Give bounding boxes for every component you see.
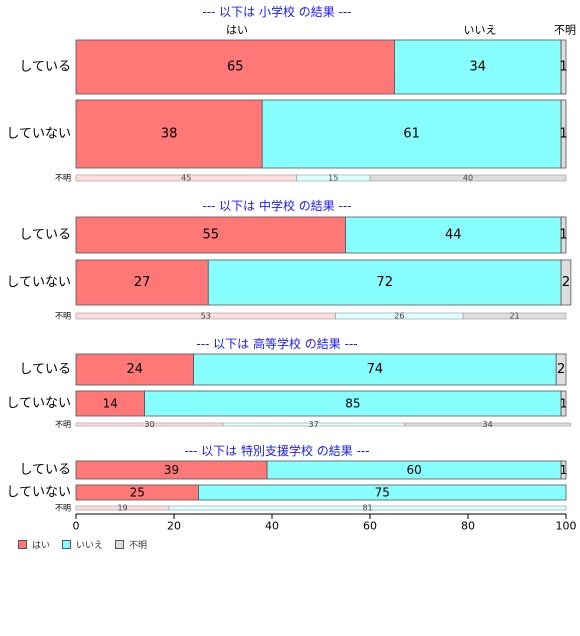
unknown-segment-unknown	[369, 174, 567, 182]
data-label: 38	[161, 127, 178, 142]
group-title: --- 以下は 特別支援学校 の結果 ---	[184, 443, 369, 458]
legend-item-yes: はい	[18, 538, 50, 551]
data-label: 55	[202, 228, 219, 243]
bar-segment-unknown	[555, 353, 567, 386]
x-tick-label: 80	[461, 520, 475, 533]
bar-segment-unknown	[560, 460, 567, 480]
x-tick-label: 100	[556, 520, 577, 533]
unknown-data-label: 45	[181, 174, 191, 183]
data-label: 2	[557, 362, 565, 377]
bar-segment-no	[261, 99, 562, 169]
bar-segment-no	[394, 39, 562, 95]
data-label: 14	[103, 397, 118, 411]
unknown-data-label: 53	[201, 312, 211, 321]
row-label: していない	[6, 275, 71, 290]
data-label: 1	[559, 60, 567, 75]
bar-segment-unknown	[560, 390, 567, 417]
data-label: 72	[376, 275, 393, 290]
bar-segment-yes	[75, 353, 194, 386]
row-label: している	[19, 228, 71, 243]
unknown-data-label: 15	[328, 174, 338, 183]
row-label: していない	[6, 485, 71, 500]
legend-label-yes: はい	[32, 541, 51, 551]
bar-segment-yes	[75, 259, 209, 306]
unknown-data-label: 30	[144, 420, 154, 429]
unknown-data-label: 40	[463, 174, 473, 183]
data-label: 34	[470, 60, 487, 75]
legend-label-no: いいえ	[76, 541, 104, 551]
group-title: --- 以下は 高等学校 の結果 ---	[196, 336, 357, 351]
data-label: 44	[445, 228, 462, 243]
unknown-row-label: 不明	[55, 504, 71, 513]
data-label: 61	[403, 127, 420, 142]
unknown-segment-unknown	[462, 312, 567, 320]
unknown-segment-no	[168, 505, 567, 511]
bar-segment-unknown	[560, 99, 567, 169]
row-label: している	[19, 463, 71, 478]
row-label: している	[19, 60, 71, 75]
data-label: 2	[562, 275, 570, 290]
top-label-no: いいえ	[464, 24, 497, 37]
legend: はい いいえ 不明	[18, 538, 147, 551]
x-tick-label: 60	[363, 520, 377, 533]
data-label: 65	[227, 60, 244, 75]
bar-segment-unknown	[560, 39, 567, 95]
data-label: 24	[127, 362, 144, 377]
unknown-data-label: 26	[394, 312, 404, 321]
legend-label-unknown: 不明	[129, 541, 148, 551]
legend-item-no: いいえ	[62, 538, 103, 551]
bar-segment-yes	[75, 216, 346, 254]
bar-segment-yes	[75, 39, 395, 95]
bar-segment-no	[207, 259, 562, 306]
bar-segment-no	[193, 353, 557, 386]
unknown-data-label: 19	[117, 504, 127, 513]
unknown-row-label: 不明	[55, 420, 71, 429]
x-tick-label: 0	[73, 520, 80, 533]
bar-segment-unknown	[560, 216, 567, 254]
group-title: --- 以下は 小学校 の結果 ---	[202, 4, 351, 19]
row-label: していない	[6, 396, 71, 411]
legend-swatch-unknown	[115, 540, 125, 549]
data-label: 25	[130, 486, 145, 500]
bar-segment-no	[198, 484, 567, 501]
unknown-data-label: 21	[509, 312, 519, 321]
data-label: 1	[559, 228, 567, 243]
unknown-row-label: 不明	[55, 312, 71, 321]
bar-segment-yes	[75, 390, 145, 417]
legend-swatch-yes	[18, 540, 27, 549]
data-label: 39	[164, 463, 179, 477]
unknown-data-label: 81	[362, 504, 372, 513]
row-label: していない	[6, 127, 71, 142]
data-label: 1	[559, 127, 567, 142]
bar-segment-yes	[75, 99, 263, 169]
row-label: している	[19, 362, 71, 377]
data-label: 60	[406, 463, 421, 477]
unknown-data-label: 37	[309, 420, 319, 429]
group-title: --- 以下は 中学校 の結果 ---	[202, 198, 351, 213]
bar-segment-no	[144, 390, 562, 417]
bar-segment-no	[345, 216, 562, 254]
data-label: 85	[345, 397, 360, 411]
top-label-unknown: 不明	[554, 24, 576, 37]
data-label: 1	[560, 463, 568, 477]
data-label: 75	[375, 486, 390, 500]
unknown-segment-unknown	[403, 422, 572, 427]
data-label: 1	[560, 397, 568, 411]
legend-item-unknown: 不明	[115, 538, 147, 551]
unknown-row-label: 不明	[55, 174, 71, 183]
x-tick-label: 40	[265, 520, 279, 533]
bar-segment-unknown	[560, 259, 572, 306]
unknown-data-label: 34	[483, 420, 493, 429]
x-tick-label: 20	[167, 520, 181, 533]
data-label: 74	[367, 362, 384, 377]
data-label: 27	[134, 275, 151, 290]
legend-swatch-no	[62, 540, 72, 549]
top-label-yes: はい	[226, 24, 248, 37]
